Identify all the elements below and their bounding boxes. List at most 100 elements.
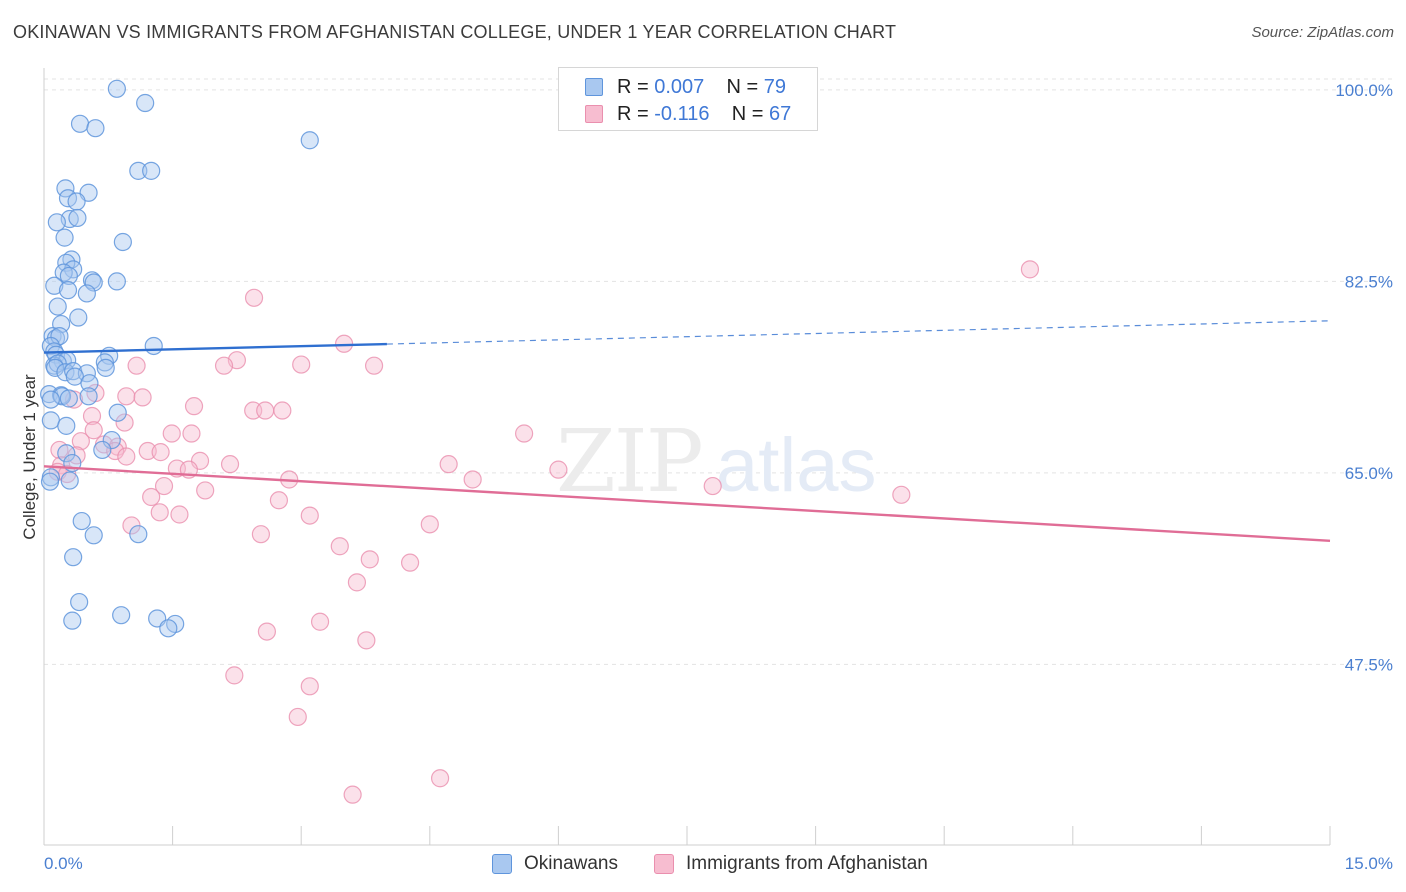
okinawans-r-value: 0.007 [654,75,705,98]
afghanistan-point [330,537,349,556]
okinawans-point [84,273,103,292]
bottom-legend-okinawans: Okinawans [492,851,618,877]
okinawans-n-value: 79 [763,75,787,98]
r-label: R = [617,75,649,98]
okinawans-point [57,444,76,463]
afghanistan-n-value: 67 [768,102,792,125]
okinawans-trend-dashed [386,320,1331,345]
afghanistan-point [400,553,420,572]
afghanistan-trend [43,465,1331,542]
afghanistan-point [182,424,201,443]
okinawans-point [80,374,99,393]
afghanistan-point [430,769,450,788]
afghanistan-point [256,401,275,420]
afghanistan-point [347,573,367,592]
afghanistan-point [225,666,244,685]
afghanistan-point [154,476,174,496]
okinawans-point [70,592,89,612]
watermark-atlas: atlas [716,423,877,508]
watermark-zip: ZIP [556,412,702,512]
okinawans-point [144,336,163,356]
afghanistan-point [292,355,311,374]
okinawans-point [300,131,319,150]
afghanistan-point [439,455,458,474]
legend-row-okinawans: R = 0.007 N = 79 [585,75,786,99]
okinawans-point [40,472,60,491]
okinawans-point [52,387,72,406]
y-tick-label: 82.5% [1345,272,1393,291]
series-afghanistan-points [48,260,1040,804]
afghanistan-point [300,506,319,525]
okinawans-point [70,114,90,133]
okinawans-point [68,208,87,228]
r-label: R = [617,102,649,125]
afghanistan-point [150,503,169,522]
afghanistan-point [184,397,204,416]
y-tick-labels: 100.0% 82.5% 65.0% 47.5% [1335,81,1393,675]
okinawans-point [96,358,115,377]
okinawans-point [60,471,79,490]
okinawans-point [55,228,74,247]
afghanistan-point [515,424,534,443]
series-okinawans-points [40,79,319,638]
afghanistan-point [288,707,307,727]
okinawans-legend-label: Okinawans [524,853,618,874]
afghanistan-swatch [585,105,603,123]
afghanistan-point [117,387,136,406]
afghanistan-r-value: -0.116 [654,102,710,125]
afghanistan-point [357,631,376,650]
afghanistan-point [273,401,292,420]
okinawans-point [64,548,83,567]
okinawans-point [58,281,78,300]
okinawans-point [84,526,103,545]
okinawans-point [86,119,105,138]
afghanistan-point [138,441,157,461]
y-axis-label: College, Under 1 year [20,374,39,540]
okinawans-point [79,387,98,406]
okinawans-point [41,336,60,356]
afghanistan-point [463,470,482,489]
trend-lines [43,320,1331,542]
okinawans-point [45,276,64,295]
afghanistan-point [343,785,362,804]
n-label: N = [731,102,764,125]
okinawans-point [48,297,67,316]
okinawans-point [136,93,155,113]
afghanistan-point [334,334,354,353]
afghanistan-point [214,356,234,375]
okinawans-point [63,611,82,630]
okinawans-point [56,363,75,382]
x-ticks [43,826,1331,845]
chart-title: OKINAWAN VS IMMIGRANTS FROM AFGHANISTAN … [13,22,897,42]
okinawans-point [41,390,60,409]
source-credit: Source: ZipAtlas.com [1251,24,1394,41]
y-tick-label: 100.0% [1335,81,1393,100]
y-tick-label: 47.5% [1345,655,1393,674]
afghanistan-point [106,441,125,461]
okinawans-point [59,389,78,408]
okinawans-point [129,525,148,544]
afghanistan-point [127,356,146,375]
afghanistan-point [310,612,330,631]
okinawans-trend-solid [43,342,387,354]
okinawans-legend-swatch [492,854,512,874]
y-tick-label: 65.0% [1345,464,1393,483]
okinawans-point [159,619,178,638]
okinawans-point [72,511,91,531]
okinawans-point [142,161,161,180]
afghanistan-point [300,677,319,696]
afghanistan-point [196,481,215,500]
okinawans-point [112,606,131,625]
okinawans-point [129,161,148,180]
afghanistan-point [170,505,189,524]
okinawans-swatch [585,78,603,96]
gridlines [44,78,1392,665]
okinawans-point [41,411,60,430]
n-label: N = [726,75,759,98]
afghanistan-legend-swatch [654,854,674,874]
afghanistan-point [257,622,277,641]
afghanistan-point [71,432,90,451]
okinawans-point [113,232,132,252]
afghanistan-point [115,413,134,432]
